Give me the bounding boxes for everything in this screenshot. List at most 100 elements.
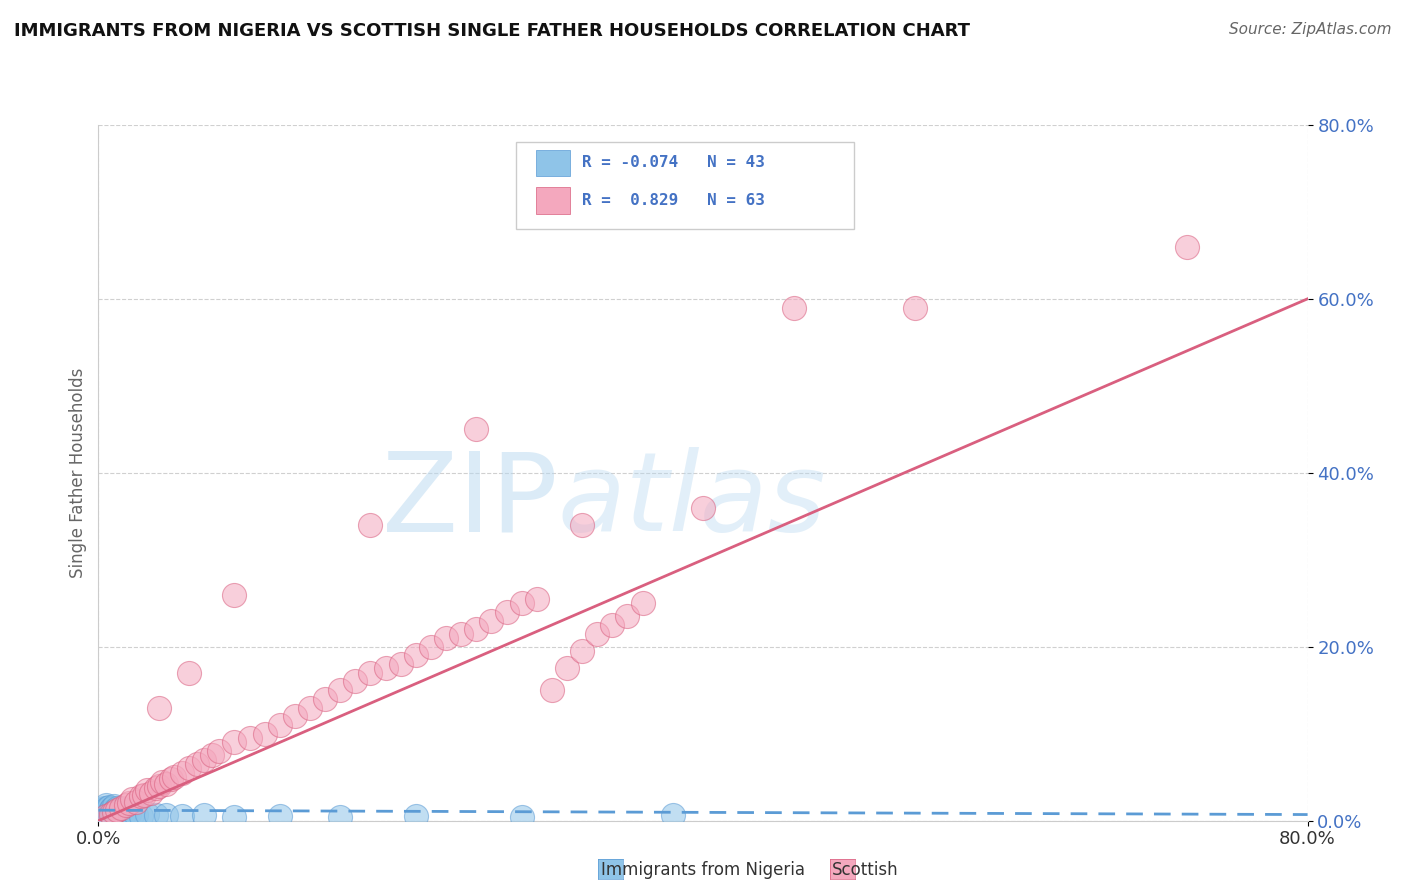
Point [89,809,111,823]
Point [481,614,503,628]
FancyBboxPatch shape [516,142,855,229]
Point [121,792,143,806]
Point [145,780,167,795]
Point [904,301,927,315]
Point [98,805,121,819]
Point [114,805,136,819]
Point [121,808,143,822]
Point [224,735,246,749]
Point [90,806,112,821]
Point [104,808,127,822]
Point [419,640,441,654]
Point [314,692,336,706]
Point [110,807,132,822]
Point [170,809,193,823]
Point [269,809,291,823]
Point [103,805,125,819]
Point [186,757,208,772]
Point [692,500,714,515]
Point [555,661,578,675]
Point [495,605,517,619]
Point [193,753,215,767]
Point [269,718,291,732]
Point [208,744,231,758]
Point [170,765,193,780]
Point [108,804,131,818]
Point [155,777,177,791]
Point [148,779,170,793]
Point [91,805,114,819]
Point [94,797,117,812]
Point [360,517,382,532]
Point [360,665,382,680]
Point [125,795,148,809]
Point [329,683,352,698]
Point [107,806,129,821]
Point [90,803,112,817]
Point [329,810,352,824]
Point [177,761,201,775]
Point [96,807,118,822]
Point [155,807,177,822]
Point [150,774,173,789]
Point [434,631,457,645]
Point [93,805,115,820]
Point [405,648,427,663]
Point [782,301,804,315]
Text: Scottish: Scottish [831,861,898,879]
Text: Source: ZipAtlas.com: Source: ZipAtlas.com [1229,22,1392,37]
Point [253,726,276,740]
Point [141,786,163,800]
Point [1175,239,1198,253]
Point [160,772,183,786]
Point [224,587,246,601]
Point [148,700,170,714]
Point [602,618,624,632]
Point [465,623,488,637]
Point [103,805,125,820]
Point [540,683,562,698]
Point [132,788,155,802]
Point [125,807,148,822]
Point [101,804,124,818]
Point [571,644,593,658]
Text: IMMIGRANTS FROM NIGERIA VS SCOTTISH SINGLE FATHER HOUSEHOLDS CORRELATION CHART: IMMIGRANTS FROM NIGERIA VS SCOTTISH SING… [14,22,970,40]
Point [163,770,186,784]
Point [631,596,654,610]
Point [201,748,224,763]
Point [98,799,121,814]
Point [239,731,262,745]
Point [94,809,117,823]
Point [129,809,152,823]
Point [112,805,135,820]
Point [284,709,307,723]
Point [105,801,128,815]
Text: ZIP: ZIP [382,447,558,554]
Text: atlas: atlas [558,447,827,554]
Point [389,657,412,671]
Point [526,591,548,606]
Point [193,808,215,822]
Point [96,801,118,815]
Point [111,802,134,816]
Point [114,797,136,812]
Point [91,808,114,822]
Point [571,517,593,532]
Point [299,700,322,714]
Point [177,665,201,680]
Point [405,809,427,823]
Point [616,609,638,624]
Point [104,803,127,817]
Text: Immigrants from Nigeria: Immigrants from Nigeria [600,861,806,879]
Point [450,626,472,640]
Point [145,808,167,822]
Point [224,810,246,824]
Point [129,789,152,804]
Point [93,800,115,814]
Point [661,808,683,822]
Point [118,806,141,821]
Point [110,800,132,814]
FancyBboxPatch shape [536,187,569,214]
Point [100,802,122,816]
Point [586,626,609,640]
